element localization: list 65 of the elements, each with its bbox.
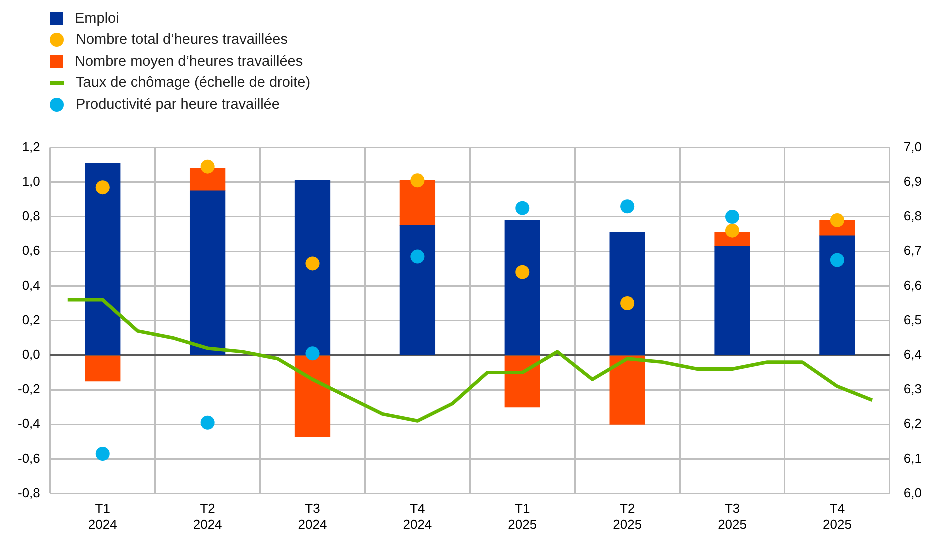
bar [610,356,646,425]
x-tick-label: T4 2024 [403,501,432,532]
y2-tick-label: 6,2 [904,416,922,432]
y-tick-label: 0,8 [22,208,40,224]
legend-label: Nombre moyen d’heures travaillées [75,54,304,70]
legend-label: Nombre total d’heures travaillées [76,32,288,48]
bar [85,356,121,382]
y-tick-label: 0,2 [22,312,40,328]
point [410,174,425,188]
y-tick-label: 0,6 [22,243,40,258]
y2-tick-label: 6,6 [904,278,922,293]
bar [294,356,331,438]
legend-label: Productivité par heure travaillée [76,96,280,113]
point [306,256,320,271]
bar [190,190,226,355]
bar [504,356,540,408]
y-tick-label: 1,2 [22,139,40,154]
bar [504,220,540,355]
y2-tick-label: 6,0 [904,485,922,500]
legend-label: Taux de chômage (échelle de droite) [76,75,311,92]
point [620,296,635,310]
point [306,346,320,361]
point [726,224,740,238]
x-tick-label: T1 2025 [508,501,538,532]
point [410,250,425,264]
x-tick-label: T4 2025 [822,501,852,532]
bar [714,246,750,355]
point [830,213,844,228]
bar [820,236,856,355]
x-tick-label: T3 2025 [718,501,747,532]
bar [85,163,121,355]
y2-tick-label: 6,9 [904,174,922,189]
y-tick-label: 0,4 [22,278,40,293]
x-tick-label: T3 2024 [298,501,328,532]
y2-tick-label: 6,3 [904,382,922,397]
point [200,160,215,174]
point [726,210,740,224]
point [200,416,215,430]
point [516,265,530,280]
point [96,180,110,195]
y2-tick-label: 6,7 [904,243,922,258]
x-tick-label: T2 2024 [193,501,222,532]
bar [190,168,226,192]
y2-tick-label: 7,0 [904,139,922,154]
y2-tick-label: 6,4 [904,346,922,362]
y-tick-label: 0,0 [22,346,40,362]
x-tick-label: T2 2025 [613,501,642,532]
y-tick-label: -0,8 [18,485,40,500]
y2-tick-label: 6,1 [904,450,922,466]
bar [400,180,436,226]
x-tick-label: T1 2024 [88,501,118,532]
bar [610,232,646,355]
point [516,201,530,216]
y-tick-label: -0,4 [18,416,40,432]
y2-tick-label: 6,8 [904,208,922,224]
point [620,200,635,214]
point [96,447,110,462]
y-tick-label: 1,0 [22,174,40,189]
y2-tick-label: 6,5 [904,312,922,328]
y-tick-label: -0,6 [18,450,40,466]
y-tick-label: -0,2 [18,382,40,397]
bar [294,180,331,355]
point [830,253,844,268]
bar [400,225,436,355]
legend-label: Emploi [75,10,120,27]
